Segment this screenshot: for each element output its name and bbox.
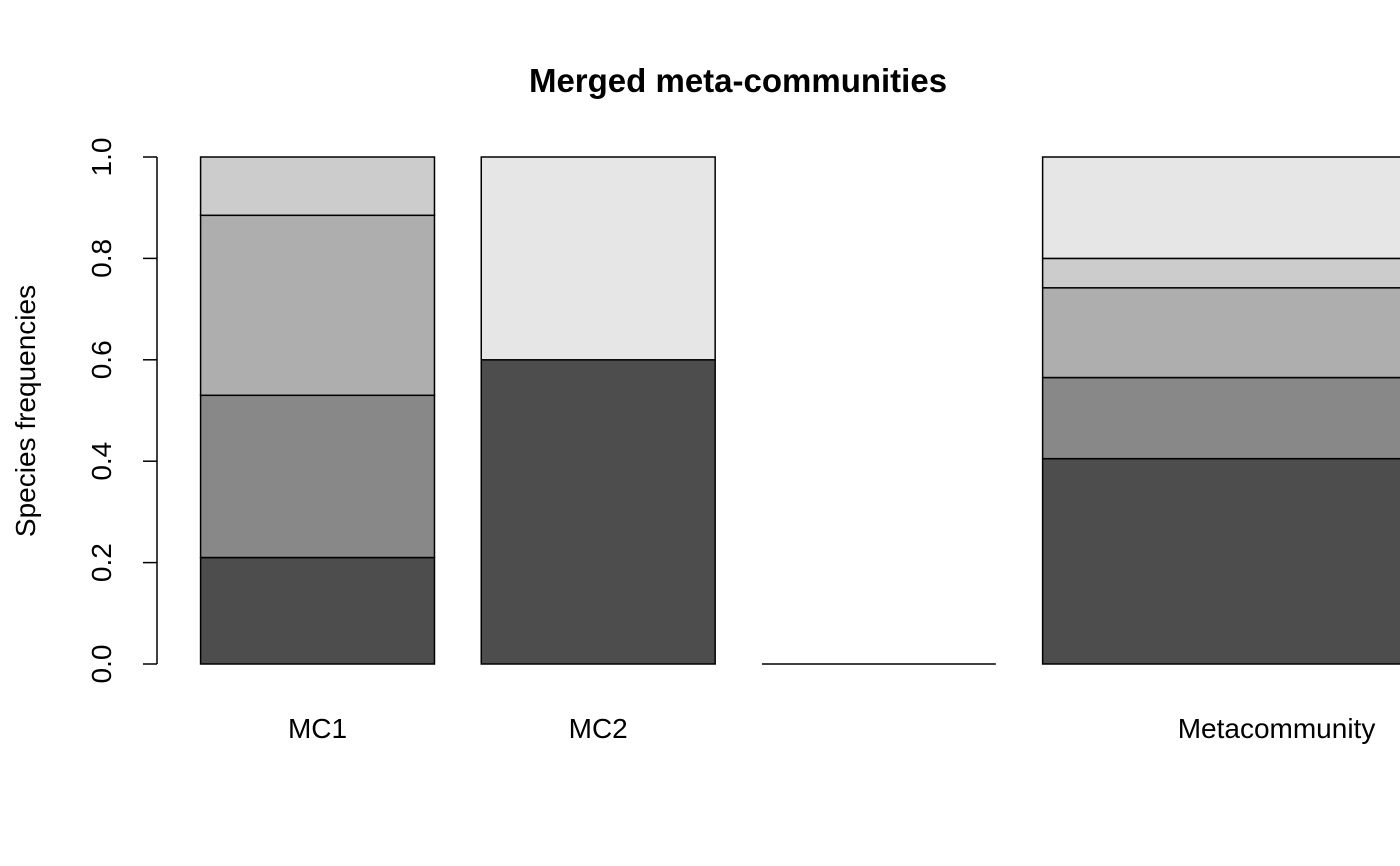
- bar-segment: [199, 214, 436, 397]
- y-tick-label: 0.2: [86, 543, 117, 582]
- bar-segment: [1041, 457, 1400, 665]
- y-tick-label: 0.8: [86, 239, 117, 278]
- x-tick-label: MC2: [569, 713, 628, 744]
- bar-segment: [199, 556, 436, 665]
- bar-segment: [480, 359, 716, 665]
- bar-segment: [1041, 257, 1400, 289]
- y-tick-label: 1.0: [86, 138, 117, 177]
- bar-segment: [1041, 287, 1400, 379]
- y-tick-label: 0.6: [86, 340, 117, 379]
- bar-segment: [1041, 376, 1400, 460]
- y-axis-label: Species frequencies: [10, 285, 41, 537]
- y-axis: 0.0 0.2 0.4 0.6 0.8 1.0: [86, 138, 158, 684]
- x-tick-label: Metacommunity: [1178, 713, 1376, 744]
- y-tick-label: 0.0: [86, 645, 117, 684]
- chart-title: Merged meta-communities: [529, 62, 947, 99]
- x-tick-label: MC1: [288, 713, 347, 744]
- bars: [199, 156, 1400, 665]
- bar-segment: [1041, 156, 1400, 260]
- y-tick-label: 0.4: [86, 442, 117, 481]
- x-axis-labels: MC1 MC2 Metacommunity: [288, 713, 1375, 744]
- bar-segment: [199, 394, 436, 559]
- bar-segment: [480, 156, 716, 361]
- bar-segment: [199, 156, 436, 217]
